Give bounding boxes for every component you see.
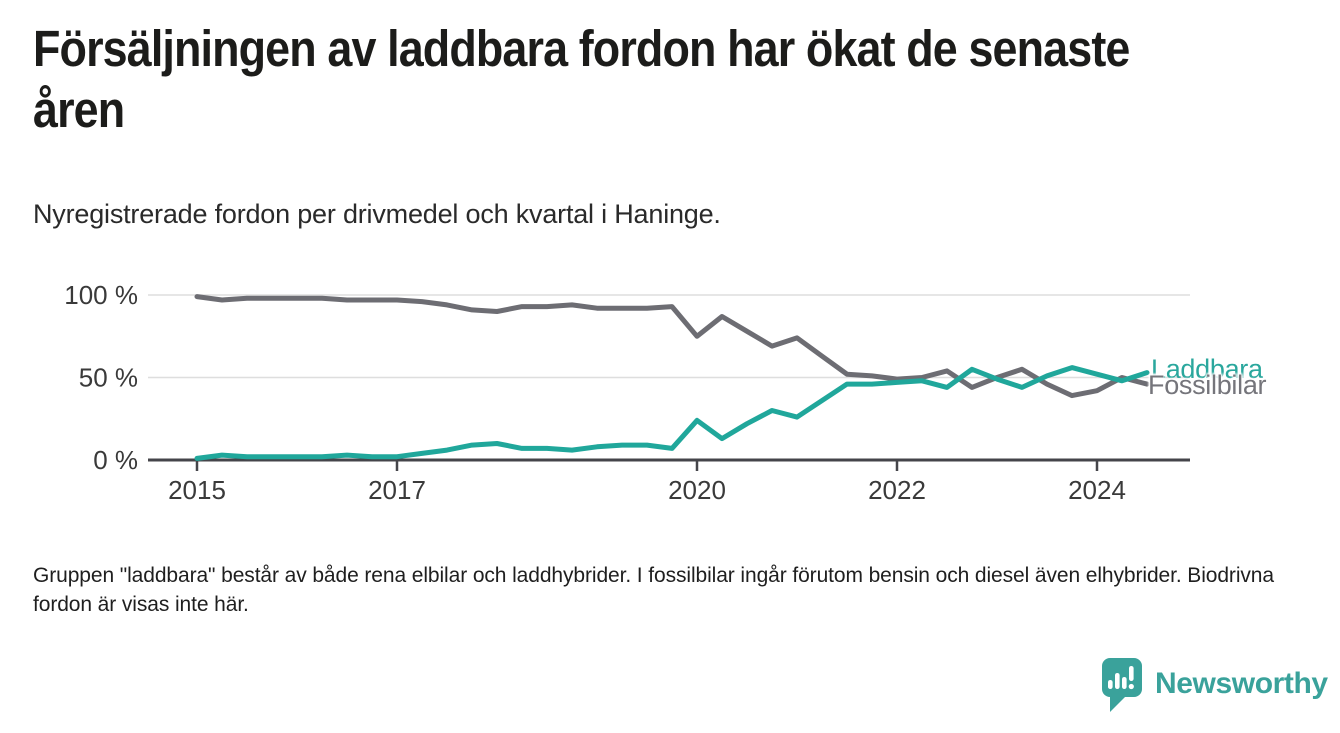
y-axis-label: 50 %	[79, 363, 138, 393]
chart-subtitle: Nyregistrerade fordon per drivmedel och …	[33, 199, 721, 229]
x-axis-label: 2020	[668, 475, 726, 505]
footnote: Gruppen "laddbara" består av både rena e…	[33, 564, 1274, 616]
y-axis-label: 0 %	[93, 445, 138, 475]
series-line-fossilbilar	[194, 294, 1150, 399]
x-axis-label: 2017	[368, 475, 426, 505]
series-label-fossilbilar: Fossilbilar	[1148, 370, 1267, 400]
newsworthy-logo-icon	[1102, 658, 1142, 712]
page-title-line2: åren	[33, 81, 125, 138]
page-title: Försäljningen av laddbara fordon har öka…	[33, 18, 1130, 140]
series-label-laddbara: Laddbara	[1151, 354, 1263, 384]
y-axis-label: 100 %	[64, 280, 138, 310]
x-axis-label: 2024	[1068, 475, 1126, 505]
x-axis-label: 2022	[868, 475, 926, 505]
newsworthy-logo-text: Newsworthy	[1155, 667, 1328, 700]
page-title-line1: Försäljningen av laddbara fordon har öka…	[33, 20, 1130, 77]
x-axis-label: 2015	[168, 475, 226, 505]
newsworthy-logo: Newsworthy	[1098, 655, 1328, 713]
series-line-laddbara	[194, 365, 1150, 461]
